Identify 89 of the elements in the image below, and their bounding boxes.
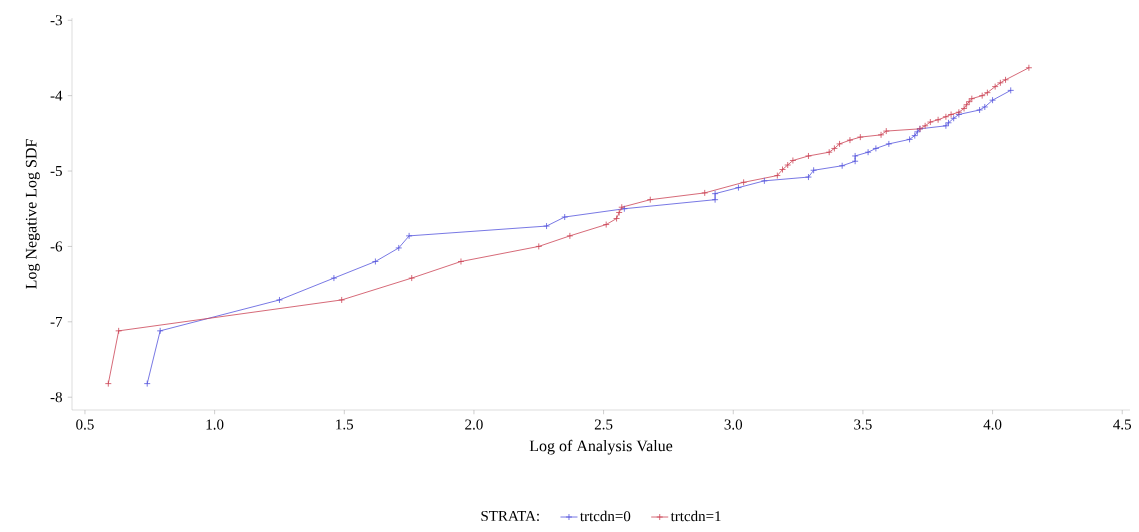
- legend-label: trtcdn=0: [580, 510, 631, 522]
- point: [805, 152, 812, 160]
- point: [942, 122, 950, 130]
- point: [408, 274, 416, 282]
- point: [950, 114, 958, 122]
- x-tick-label: 0.5: [76, 419, 94, 430]
- point: [1007, 86, 1015, 94]
- point: [856, 133, 864, 141]
- point: [981, 103, 989, 111]
- x-tick-label: 3.0: [724, 419, 743, 430]
- point: [885, 140, 893, 148]
- x-tick-label: 4.5: [1113, 419, 1132, 430]
- y-axis-title: Log Negative Log SDF: [25, 139, 40, 289]
- point: [968, 95, 976, 103]
- x-axis-title: Log of Analysis Value: [529, 439, 673, 455]
- point: [457, 258, 465, 265]
- point: [996, 79, 1004, 87]
- y-tick-label: -4: [50, 90, 63, 101]
- point: [991, 83, 999, 91]
- point: [740, 178, 748, 186]
- legend-title: STRATA:: [481, 510, 539, 522]
- point: [851, 152, 859, 160]
- point: [810, 166, 818, 174]
- point: [566, 232, 574, 240]
- point: [372, 258, 379, 265]
- x-tick-label: 3.5: [854, 419, 872, 430]
- point: [872, 145, 880, 152]
- point: [947, 111, 955, 118]
- point: [561, 213, 569, 221]
- y-tick-label: -8: [50, 392, 62, 403]
- point: [960, 105, 968, 112]
- point: [330, 274, 338, 282]
- point: [851, 157, 859, 165]
- x-tick-label: 2.0: [465, 419, 483, 430]
- point: [613, 215, 620, 222]
- y-tick-label: -6: [50, 241, 63, 252]
- point: [395, 244, 403, 252]
- point: [646, 196, 654, 204]
- point: [535, 243, 543, 250]
- point: [338, 296, 346, 304]
- x-tick-label: 1.0: [206, 419, 224, 430]
- point: [830, 145, 838, 152]
- legend-label: trtcdn=1: [670, 510, 721, 522]
- point: [711, 196, 719, 204]
- point: [825, 148, 833, 156]
- point: [965, 98, 973, 106]
- point: [156, 327, 164, 335]
- point: [836, 140, 843, 148]
- point: [773, 172, 781, 179]
- point: [1002, 76, 1009, 84]
- x-tick-label: 2.5: [594, 419, 613, 430]
- point: [602, 221, 610, 228]
- point: [701, 189, 709, 197]
- x-tick-label: 1.5: [336, 419, 354, 430]
- point: [864, 148, 872, 156]
- y-tick-label: -5: [50, 166, 62, 177]
- point: [978, 92, 986, 100]
- point: [760, 177, 768, 185]
- y-tick-label: -3: [50, 15, 62, 26]
- point: [615, 209, 623, 216]
- point: [846, 136, 854, 144]
- point: [976, 106, 984, 114]
- point: [963, 101, 971, 109]
- point: [104, 380, 112, 388]
- point: [877, 131, 885, 139]
- point: [805, 173, 812, 181]
- point: [143, 380, 151, 388]
- point: [838, 162, 846, 170]
- x-tick-label: 4.0: [983, 419, 1002, 430]
- point: [934, 116, 942, 124]
- point: [945, 119, 952, 127]
- point: [784, 161, 792, 169]
- point: [921, 122, 929, 130]
- point: [711, 190, 719, 198]
- point: [405, 232, 413, 240]
- point: [926, 118, 934, 126]
- point: [911, 132, 919, 140]
- point: [276, 296, 283, 304]
- point: [1025, 64, 1033, 72]
- point: [882, 127, 890, 135]
- y-tick-label: -7: [50, 316, 63, 327]
- point: [789, 157, 797, 164]
- point: [115, 327, 123, 335]
- point: [735, 184, 742, 192]
- point: [942, 113, 950, 121]
- point: [906, 135, 913, 143]
- point: [989, 96, 996, 104]
- point: [543, 222, 550, 230]
- point: [983, 89, 991, 97]
